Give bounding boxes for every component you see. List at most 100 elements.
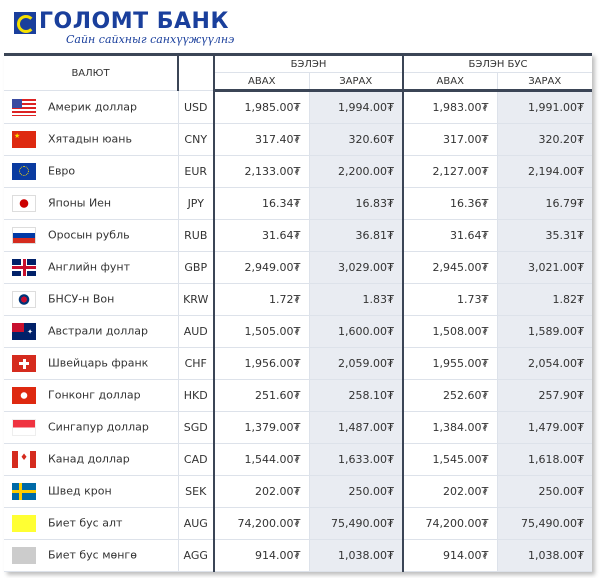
currency-code: GBP — [178, 251, 215, 284]
currency-name-cell: Австрали доллар — [4, 315, 179, 348]
canada-flag-icon — [12, 451, 36, 468]
noncash-sell-header: ЗАРАХ — [497, 72, 593, 92]
cash-sell-rate: 3,029.00₮ — [309, 251, 404, 284]
noncash-header: БЭЛЭН БУС — [403, 53, 593, 73]
silver-swatch-icon — [12, 547, 36, 564]
cash-buy-rate: 16.34₮ — [214, 187, 310, 220]
cash-sell-rate: 320.60₮ — [309, 123, 404, 156]
currency-name: Оросын рубль — [48, 228, 130, 242]
currency-name: Австрали доллар — [48, 324, 148, 338]
cash-buy-rate: 1,544.00₮ — [214, 443, 310, 476]
currency-code: USD — [178, 90, 215, 124]
currency-code: RUB — [178, 219, 215, 252]
cash-buy-rate: 2,133.00₮ — [214, 155, 310, 188]
cash-buy-rate: 1,379.00₮ — [214, 411, 310, 444]
cash-sell-rate: 75,490.00₮ — [309, 507, 404, 540]
currency-name: Биет бус алт — [48, 516, 123, 530]
cash-sell-rate: 1,633.00₮ — [309, 443, 404, 476]
cash-sell-rate: 2,059.00₮ — [309, 347, 404, 380]
cash-sell-rate: 1,994.00₮ — [309, 90, 404, 124]
currency-name: Английн фунт — [48, 260, 131, 274]
noncash-sell-rate: 75,490.00₮ — [497, 507, 593, 540]
currency-code: CAD — [178, 443, 215, 476]
currency-name: Хятадын юань — [48, 132, 132, 146]
cash-sell-rate: 250.00₮ — [309, 475, 404, 508]
currency-code: AUD — [178, 315, 215, 348]
currency-name-cell: Биет бус мөнгө — [4, 539, 179, 572]
noncash-buy-rate: 1,384.00₮ — [403, 411, 498, 444]
currency-name: Гонконг доллар — [48, 388, 141, 402]
noncash-buy-rate: 2,127.00₮ — [403, 155, 498, 188]
brand-slogan: Сайн сайхныг санхүүжүүлнэ — [66, 33, 235, 46]
noncash-buy-rate: 202.00₮ — [403, 475, 498, 508]
cash-sell-rate: 1.83₮ — [309, 283, 404, 316]
china-flag-icon — [12, 131, 36, 148]
table-row: БНСУ-н Вон KRW 1.72₮ 1.83₮ 1.73₮ 1.82₮ — [4, 283, 593, 316]
cash-buy-rate: 317.40₮ — [214, 123, 310, 156]
currency-name: Японы Иен — [48, 196, 112, 210]
cash-sell-rate: 36.81₮ — [309, 219, 404, 252]
currency-code: EUR — [178, 155, 215, 188]
russia-flag-icon — [12, 227, 36, 244]
cash-sell-rate: 1,487.00₮ — [309, 411, 404, 444]
currency-code: CHF — [178, 347, 215, 380]
uk-flag-icon — [12, 259, 36, 276]
noncash-sell-rate: 320.20₮ — [497, 123, 593, 156]
currency-name: Биет бус мөнгө — [48, 548, 137, 562]
cash-buy-rate: 251.60₮ — [214, 379, 310, 412]
table-row: Японы Иен JPY 16.34₮ 16.83₮ 16.36₮ 16.79₮ — [4, 187, 593, 220]
table-row: Сингапур доллар SGD 1,379.00₮ 1,487.00₮ 1,38… — [4, 411, 593, 444]
singapore-flag-icon — [12, 419, 36, 436]
us-flag-icon — [12, 98, 36, 116]
noncash-buy-header: АВАХ — [403, 72, 498, 92]
currency-name-cell: Сингапур доллар — [4, 411, 179, 444]
currency-code: JPY — [178, 187, 215, 220]
currency-name-cell: Америк доллар — [4, 90, 179, 124]
hongkong-flag-icon — [12, 387, 36, 404]
table-row: Швед крон SEK 202.00₮ 250.00₮ 202.00₮ 250.00₮ — [4, 475, 593, 508]
currency-name-cell: БНСУ-н Вон — [4, 283, 179, 316]
noncash-sell-rate: 1,479.00₮ — [497, 411, 593, 444]
cash-buy-rate: 1.72₮ — [214, 283, 310, 316]
currency-name: Америк доллар — [48, 100, 137, 113]
noncash-sell-rate: 1,589.00₮ — [497, 315, 593, 348]
table-row: Швейцарь франк CHF 1,956.00₮ 2,059.00₮ 1,955… — [4, 347, 593, 380]
currency-name: Швейцарь франк — [48, 356, 149, 370]
currency-code: HKD — [178, 379, 215, 412]
currency-name-cell: Гонконг доллар — [4, 379, 179, 412]
currency-name: Сингапур доллар — [48, 420, 149, 434]
logo-icon — [14, 12, 36, 34]
sweden-flag-icon — [12, 483, 36, 500]
noncash-sell-rate: 250.00₮ — [497, 475, 593, 508]
eu-flag-icon — [12, 163, 36, 180]
cash-buy-rate: 914.00₮ — [214, 539, 310, 572]
cash-buy-header: АВАХ — [214, 72, 310, 92]
cash-buy-rate: 2,949.00₮ — [214, 251, 310, 284]
golomt-bank-logo: ГОЛОМТ БАНК Сайн сайхныг санхүүжүүлнэ — [14, 9, 234, 48]
noncash-buy-rate: 1,545.00₮ — [403, 443, 498, 476]
currency-header: ВАЛЮТ — [4, 53, 179, 91]
gold-swatch-icon — [12, 515, 36, 532]
noncash-sell-rate: 1,038.00₮ — [497, 539, 593, 572]
currency-name-cell: Английн фунт — [4, 251, 179, 284]
korea-flag-icon — [12, 291, 36, 308]
currency-name-cell: Японы Иен — [4, 187, 179, 220]
noncash-sell-rate: 3,021.00₮ — [497, 251, 593, 284]
currency-name-cell: Оросын рубль — [4, 219, 179, 252]
currency-name: Швед крон — [48, 484, 112, 498]
cash-sell-rate: 1,600.00₮ — [309, 315, 404, 348]
currency-code: SEK — [178, 475, 215, 508]
noncash-sell-rate: 1.82₮ — [497, 283, 593, 316]
cash-buy-rate: 1,505.00₮ — [214, 315, 310, 348]
cash-buy-rate: 1,985.00₮ — [214, 90, 310, 124]
noncash-buy-rate: 1,508.00₮ — [403, 315, 498, 348]
currency-code: AUG — [178, 507, 215, 540]
currency-code: KRW — [178, 283, 215, 316]
noncash-buy-rate: 74,200.00₮ — [403, 507, 498, 540]
cash-buy-rate: 31.64₮ — [214, 219, 310, 252]
noncash-sell-rate: 1,618.00₮ — [497, 443, 593, 476]
currency-name: Канад доллар — [48, 452, 130, 466]
cash-buy-rate: 202.00₮ — [214, 475, 310, 508]
currency-name-cell: Евро — [4, 155, 179, 188]
noncash-buy-rate: 317.00₮ — [403, 123, 498, 156]
